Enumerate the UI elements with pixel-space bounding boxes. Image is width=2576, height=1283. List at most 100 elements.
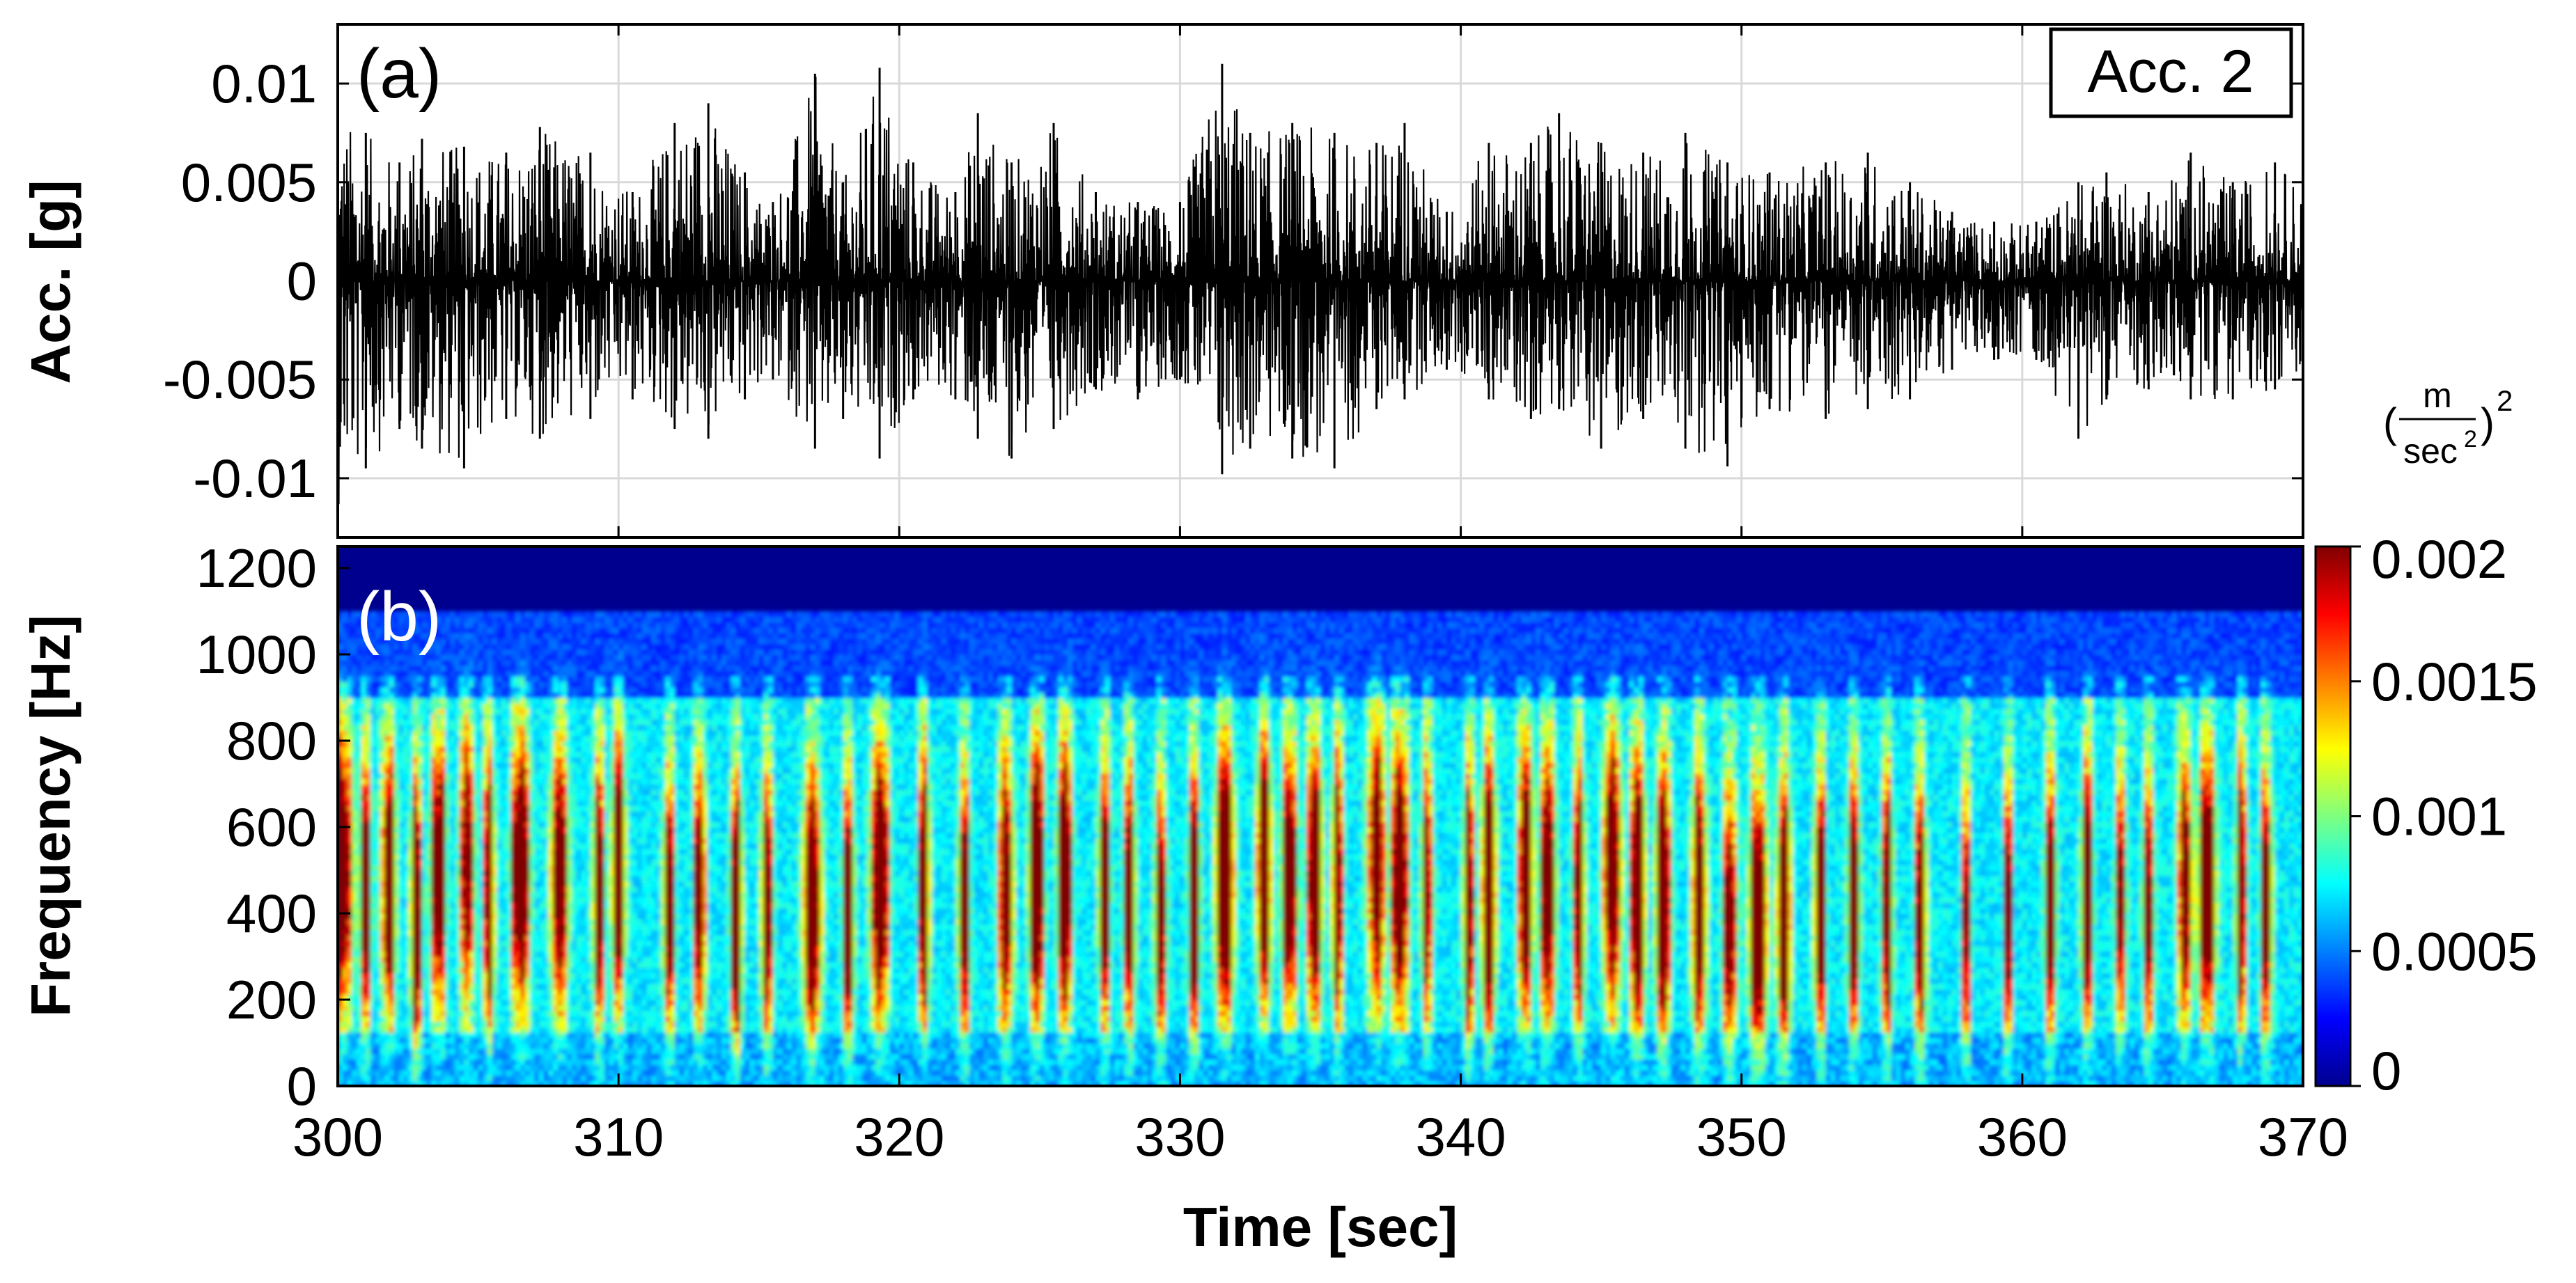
spectrogram-cell <box>497 968 502 974</box>
spectrogram-cell <box>384 827 390 833</box>
spectrogram-cell <box>408 1076 414 1082</box>
spectrogram-cell <box>366 1005 371 1012</box>
spectrogram-cell <box>515 870 521 876</box>
spectrogram-cell <box>553 789 559 796</box>
spectrogram-cell <box>501 654 507 661</box>
spectrogram-cell <box>558 881 563 888</box>
spectrogram-cell <box>520 789 526 796</box>
spectrogram-cell <box>563 627 568 633</box>
spectrogram-cell <box>530 946 536 952</box>
spectrogram-cell <box>352 746 357 753</box>
spectrogram-cell <box>515 908 521 914</box>
spectrogram-cell <box>539 1027 545 1033</box>
spectrogram-cell <box>464 1032 469 1039</box>
spectrogram-cell <box>352 1011 357 1017</box>
spectrogram-cell <box>446 924 451 931</box>
spectrogram-cell <box>577 735 582 741</box>
spectrogram-cell <box>539 617 545 623</box>
spectrogram-cell <box>357 978 362 984</box>
spectrogram-cell <box>558 660 563 666</box>
spectrogram-cell <box>567 881 572 888</box>
spectrogram-cell <box>347 805 352 812</box>
spectrogram-cell <box>427 903 432 909</box>
spectrogram-cell <box>487 935 493 941</box>
spectrogram-cell <box>357 1037 362 1044</box>
spectrogram-cell <box>417 984 423 990</box>
spectrogram-cell <box>464 1021 469 1028</box>
spectrogram-cell <box>464 833 469 839</box>
spectrogram-cell <box>422 1076 428 1082</box>
spectrogram-cell <box>343 897 348 904</box>
spectrogram-cell <box>492 827 498 833</box>
spectrogram-cell <box>567 821 572 828</box>
spectrogram-cell <box>530 865 536 871</box>
spectrogram-cell <box>548 741 554 747</box>
spectrogram-cell <box>581 789 586 796</box>
spectrogram-cell <box>530 757 536 763</box>
spectrogram-cell <box>408 919 414 925</box>
spectrogram-cell <box>361 1011 367 1017</box>
spectrogram-cell <box>478 989 484 995</box>
spectrogram-cell <box>474 924 479 931</box>
spectrogram-cell <box>483 1021 488 1028</box>
spectrogram-cell <box>427 752 432 758</box>
spectrogram-cell <box>366 1000 371 1006</box>
spectrogram-cell <box>539 951 545 957</box>
spectrogram-cell <box>553 870 559 876</box>
spectrogram-cell <box>469 735 474 741</box>
spectrogram-cell <box>375 940 381 947</box>
spectrogram-cell <box>577 913 582 920</box>
spectrogram-cell <box>501 892 507 898</box>
spectrogram-cell <box>427 821 432 828</box>
spectrogram-cell <box>422 719 428 725</box>
spectrogram-cell <box>483 773 488 780</box>
spectrogram-cell <box>544 951 549 957</box>
spectrogram-cell <box>534 1027 540 1033</box>
spectrogram-cell <box>389 670 395 677</box>
spectrogram-cell <box>515 670 521 677</box>
spectrogram-cell <box>478 746 484 753</box>
spectrogram-cell <box>577 709 582 715</box>
spectrogram-cell <box>534 746 540 753</box>
spectrogram-cell <box>581 666 586 672</box>
spectrogram-cell <box>431 1048 437 1055</box>
spectrogram-cell <box>474 903 479 909</box>
spectrogram-cell <box>492 817 498 823</box>
spectrogram-cell <box>464 1054 469 1060</box>
spectrogram-cell <box>394 870 400 876</box>
spectrogram-cell <box>394 714 400 720</box>
spectrogram-cell <box>544 1000 549 1006</box>
spectrogram-cell <box>464 730 469 737</box>
spectrogram-cell <box>558 957 563 963</box>
spectrogram-cell <box>586 919 591 925</box>
spectrogram-cell <box>577 854 582 860</box>
spectrogram-cell <box>403 773 409 780</box>
spectrogram-cell <box>455 973 460 979</box>
spectrogram-cell <box>352 1000 357 1006</box>
spectrogram-cell <box>511 703 517 709</box>
spectrogram-cell <box>492 881 498 888</box>
spectrogram-cell <box>483 838 488 844</box>
spectrogram-cell <box>436 752 442 758</box>
spectrogram-cell <box>525 919 531 925</box>
spectrogram-cell <box>450 973 455 979</box>
spectrogram-cell <box>370 660 376 666</box>
spectrogram-cell <box>478 913 484 920</box>
spectrogram-cell <box>474 692 479 698</box>
spectrogram-cell <box>436 676 442 682</box>
spectrogram-cell <box>563 1054 568 1060</box>
spectrogram-cell <box>398 870 404 876</box>
spectrogram-cell <box>446 805 451 812</box>
spectrogram-cell <box>544 735 549 741</box>
spectrogram-cell <box>478 633 484 639</box>
spectrogram-cell <box>436 670 442 677</box>
spectrogram-cell <box>427 827 432 833</box>
spectrogram-cell <box>469 709 474 715</box>
spectrogram-cell <box>581 908 586 914</box>
spectrogram-cell <box>446 1016 451 1022</box>
spectrogram-cell <box>497 860 502 866</box>
spectrogram-cell <box>520 929 526 936</box>
spectrogram-cell <box>586 622 591 629</box>
spectrogram-cell <box>343 698 348 704</box>
